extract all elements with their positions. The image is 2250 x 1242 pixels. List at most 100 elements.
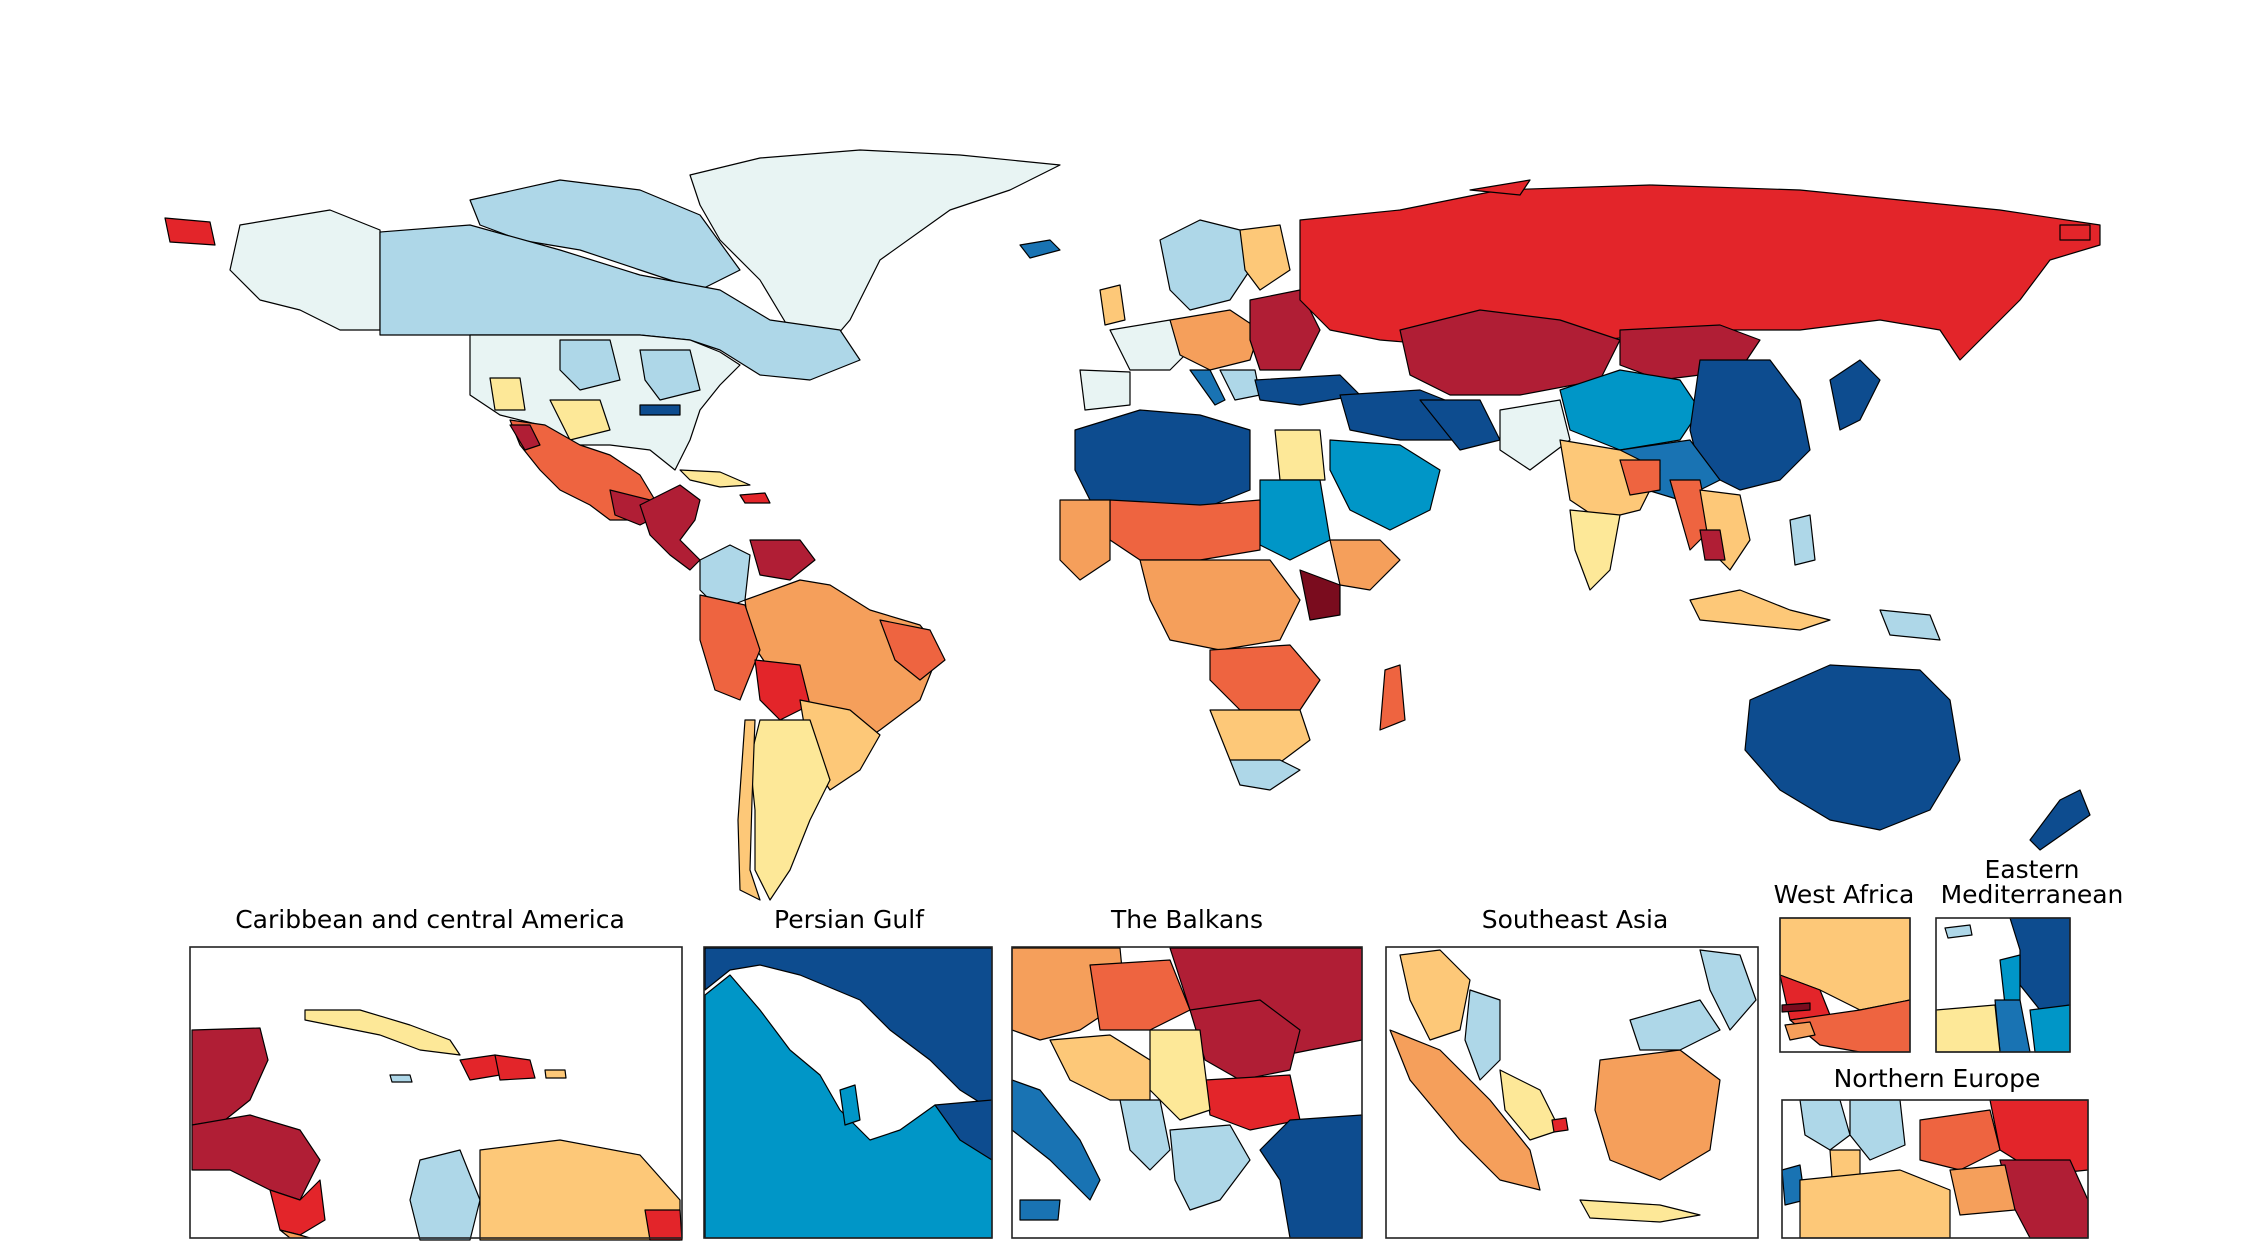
region-norway-inset <box>1799 1099 1851 1151</box>
region-uk <box>1099 284 1126 326</box>
inset-eastern-med-frame <box>1935 917 2071 1053</box>
inset-southeast-asia-title: Southeast Asia <box>1482 905 1669 934</box>
region-usa-west <box>559 339 621 391</box>
region-dominican-rep <box>494 1054 536 1081</box>
inset-caribbean-frame <box>189 946 683 1239</box>
region-australia <box>1744 664 1961 831</box>
region-usa-southeast <box>639 404 681 416</box>
inset-balkans-map <box>1011 947 1363 1239</box>
region-puerto-rico <box>544 1069 567 1079</box>
region-bolivia <box>754 659 811 721</box>
region-lebanon-inset <box>1999 954 2021 1006</box>
region-argentina <box>749 719 831 901</box>
region-philippines <box>1789 514 1816 566</box>
region-thailand-cambodia <box>1699 529 1726 561</box>
inset-caribbean-map <box>191 1009 683 1241</box>
region-singapore <box>1551 1117 1569 1133</box>
region-italy <box>1189 369 1226 406</box>
region-java <box>1579 1199 1701 1223</box>
inset-southeast-asia-map <box>1389 949 1757 1223</box>
region-caribbean-cuba <box>679 469 751 488</box>
region-scandinavia <box>1159 219 1251 311</box>
region-sumatra <box>1389 1029 1541 1191</box>
region-sahel <box>1109 499 1261 561</box>
region-thailand-inset <box>1464 989 1501 1081</box>
region-finland <box>1239 224 1291 291</box>
region-central-africa <box>1139 559 1301 651</box>
region-bulgaria <box>1204 1074 1301 1131</box>
region-china-east <box>1689 359 1811 491</box>
region-guinea-bissau-inset <box>1784 1021 1816 1041</box>
region-central-america <box>639 484 701 571</box>
region-western-europe <box>1109 319 1191 371</box>
region-borneo <box>1594 1049 1721 1181</box>
region-usa-southwest <box>489 377 526 411</box>
inset-west-africa-map <box>1779 917 1911 1053</box>
region-indonesia <box>1689 589 1831 631</box>
inset-west-africa-frame <box>1779 917 1911 1053</box>
region-germany-poland-inset <box>1799 1169 1951 1239</box>
region-brazil-northeast <box>879 619 946 681</box>
region-turkey-balkan <box>1259 1114 1363 1239</box>
region-iberia <box>1079 369 1131 411</box>
region-caribbean-hispaniola <box>739 492 771 504</box>
region-haiti <box>459 1054 501 1081</box>
region-lithuania-inset <box>1949 1164 2016 1216</box>
region-egypt <box>1274 429 1326 481</box>
region-egypt-inset <box>1935 1004 2001 1053</box>
region-sudan <box>1259 479 1331 561</box>
region-central-europe <box>1169 309 1261 371</box>
region-colombia-inset <box>409 1149 481 1241</box>
inset-eastern-med-title-line2: Mediterranean <box>1941 880 2124 909</box>
inset-northern-europe-frame <box>1781 1099 2089 1239</box>
region-southern-africa-north <box>1209 644 1321 711</box>
region-montenegro-albania <box>1119 1099 1171 1171</box>
region-east-africa <box>1299 569 1341 621</box>
inset-eastern-med-title-line1: Eastern <box>1984 855 2079 884</box>
region-venezuela <box>749 539 816 581</box>
region-croatia-bosnia <box>1049 1034 1151 1101</box>
region-turkey <box>1254 374 1361 406</box>
region-arabia <box>1329 439 1441 531</box>
inset-eastern-med: Eastern Mediterranean <box>1935 855 2124 1053</box>
region-north-africa <box>1074 409 1251 511</box>
region-greenland <box>689 149 1061 356</box>
region-guyana-inset <box>644 1209 683 1241</box>
region-west-africa <box>1059 499 1111 581</box>
region-philippines-inset <box>1699 949 1757 1031</box>
main-world-map <box>164 149 2101 901</box>
inset-southeast-asia: Southeast Asia <box>1385 905 1759 1239</box>
inset-persian-gulf-frame <box>703 946 993 1239</box>
region-cuba <box>304 1009 461 1056</box>
region-russia-arctic <box>1469 179 1531 196</box>
region-jordan-inset <box>2029 1004 2071 1053</box>
region-guatemala-honduras <box>191 1114 321 1201</box>
region-far-east <box>2059 224 2091 241</box>
region-india-east <box>1619 459 1661 496</box>
region-korea-japan <box>1829 359 1881 431</box>
inset-balkans-title: The Balkans <box>1110 905 1263 934</box>
region-malaysia <box>1499 1069 1561 1141</box>
region-israel-inset <box>1994 999 2031 1053</box>
region-myanmar-inset <box>1399 949 1471 1041</box>
region-denmark-inset <box>1829 1149 1861 1179</box>
region-papua <box>1879 609 1941 641</box>
region-usa-texas <box>549 399 611 441</box>
region-greece <box>1169 1124 1251 1211</box>
inset-caribbean: Caribbean and central America <box>189 905 683 1241</box>
inset-eastern-med-map <box>1935 917 2071 1053</box>
region-south-africa <box>1229 759 1301 791</box>
region-baltics-inset <box>1919 1109 2001 1171</box>
inset-persian-gulf-map <box>704 947 993 1239</box>
region-india-south <box>1569 509 1621 591</box>
region-borneo-north <box>1629 999 1721 1051</box>
region-romania-core <box>1189 999 1301 1081</box>
region-china-west <box>1559 369 1701 451</box>
region-horn-of-africa <box>1329 539 1401 591</box>
inset-caribbean-title: Caribbean and central America <box>235 905 625 934</box>
region-qatar <box>839 1084 861 1126</box>
inset-persian-gulf: Persian Gulf <box>703 905 993 1239</box>
inset-northern-europe-title: Northern Europe <box>1834 1064 2041 1093</box>
inset-balkans-frame <box>1011 946 1363 1239</box>
